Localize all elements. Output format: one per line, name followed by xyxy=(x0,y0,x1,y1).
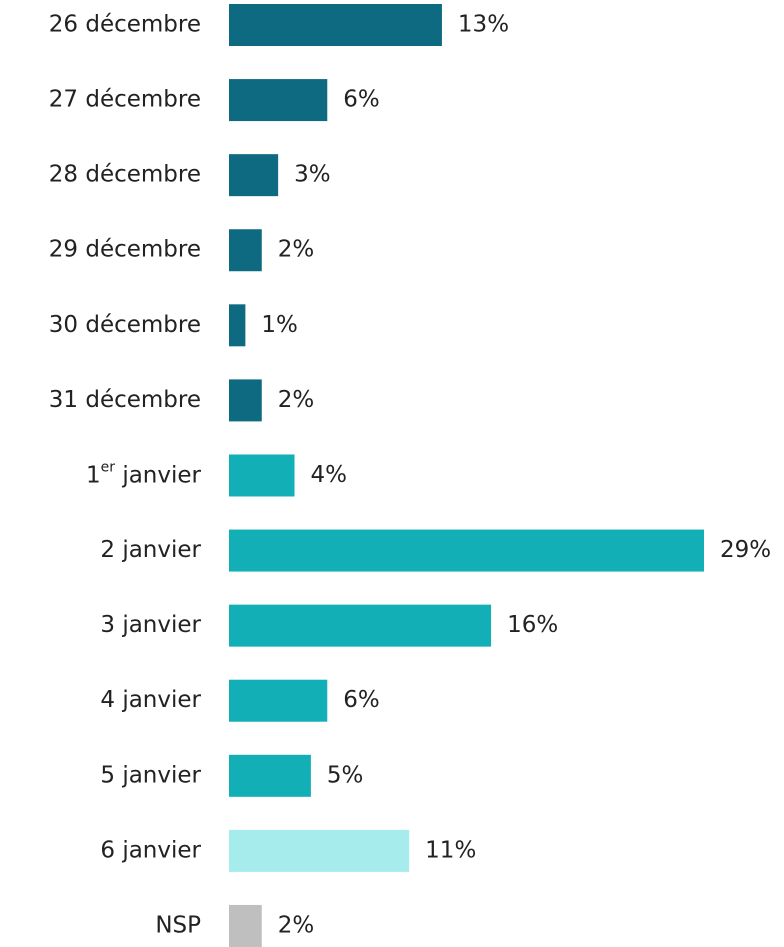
category-label: 27 décembre xyxy=(49,87,201,113)
bar xyxy=(229,304,246,347)
category-label: 26 décembre xyxy=(49,12,201,38)
bar xyxy=(229,379,262,422)
bar xyxy=(229,829,410,872)
category-label: 30 décembre xyxy=(49,312,201,338)
value-label: 13% xyxy=(458,12,509,38)
value-label: 6% xyxy=(343,687,380,713)
category-label: 31 décembre xyxy=(49,387,201,413)
value-label: 3% xyxy=(294,162,331,188)
category-label: NSP xyxy=(155,912,201,938)
bar xyxy=(229,754,311,797)
bar xyxy=(229,79,328,122)
bar xyxy=(229,529,704,572)
value-label: 1% xyxy=(261,312,298,338)
value-label: 4% xyxy=(311,462,348,488)
bar xyxy=(229,904,262,947)
category-label: 6 janvier xyxy=(100,837,201,863)
value-label: 2% xyxy=(278,912,315,938)
category-label: 5 janvier xyxy=(100,762,201,788)
value-label: 16% xyxy=(507,612,558,638)
value-label: 2% xyxy=(278,237,315,263)
value-label: 6% xyxy=(343,87,380,113)
bar xyxy=(229,604,492,647)
category-label: 3 janvier xyxy=(100,612,201,638)
category-label: 28 décembre xyxy=(49,162,201,188)
category-label: 29 décembre xyxy=(49,237,201,263)
bar xyxy=(229,4,442,46)
bar xyxy=(229,229,262,272)
value-label: 5% xyxy=(327,762,364,788)
category-label: 2 janvier xyxy=(100,537,201,563)
category-label: 1er janvier xyxy=(86,459,202,488)
bar xyxy=(229,154,279,197)
value-label: 2% xyxy=(278,387,315,413)
value-label: 11% xyxy=(425,837,476,863)
value-label: 29% xyxy=(720,537,771,563)
category-label: 4 janvier xyxy=(100,687,201,713)
bar xyxy=(229,679,328,722)
bar xyxy=(229,454,295,497)
